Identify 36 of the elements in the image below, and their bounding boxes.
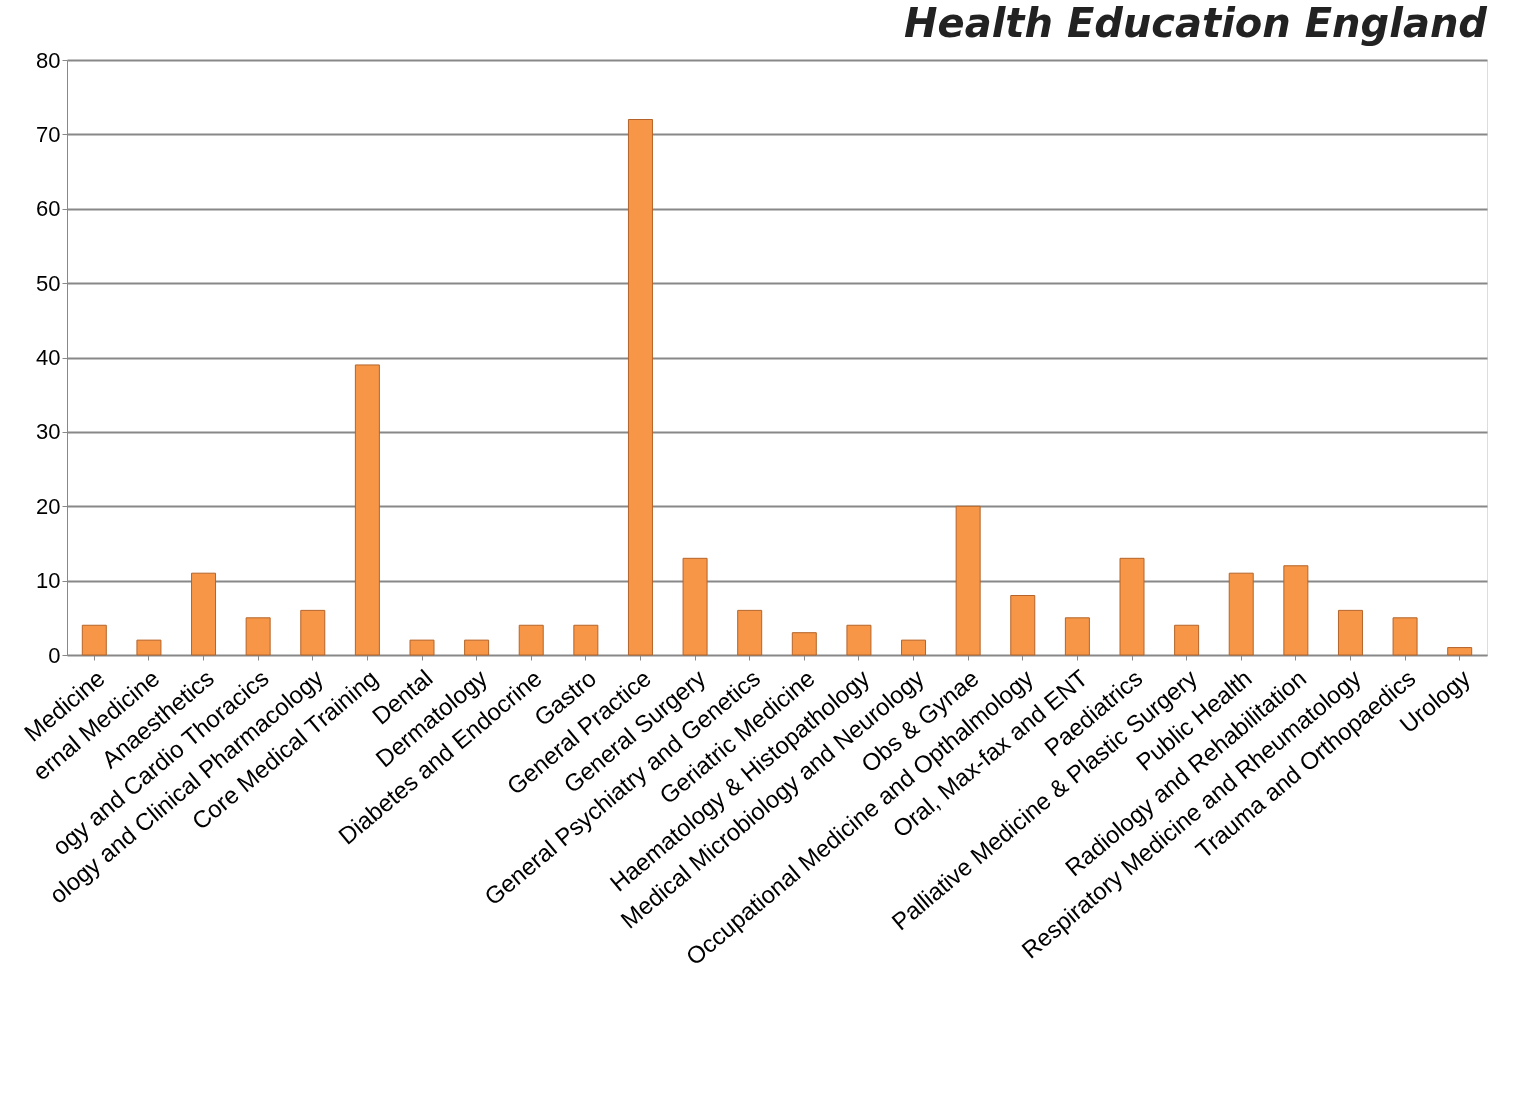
bar: [573, 624, 599, 656]
y-tick-label: 20: [36, 493, 61, 519]
y-tick-label: 80: [36, 47, 61, 73]
bar: [1228, 572, 1254, 656]
bar: [354, 364, 380, 656]
bar: [1119, 557, 1145, 656]
bar: [1010, 595, 1036, 656]
bar: [1337, 609, 1363, 656]
bar: [1064, 617, 1090, 656]
bar: [791, 632, 817, 656]
bar: [1447, 647, 1473, 656]
y-tick-label: 10: [36, 568, 61, 594]
bar: [682, 557, 708, 656]
bar: [1283, 565, 1309, 656]
bar: [81, 624, 107, 656]
chart-title: Health Education England: [904, 0, 1488, 46]
bar: [846, 624, 872, 656]
y-tick-label: 30: [36, 419, 61, 445]
bar: [901, 639, 927, 656]
y-tick-label: 0: [48, 642, 61, 668]
bar: [136, 639, 162, 656]
bar: [955, 505, 981, 656]
bar: [245, 617, 271, 656]
bar: [627, 119, 653, 656]
bar: [1392, 617, 1418, 656]
bar: [737, 609, 763, 656]
bar: [1174, 624, 1200, 656]
bar: [409, 639, 435, 656]
y-tick-label: 40: [36, 345, 61, 370]
bar: [518, 624, 544, 656]
y-tick-label: 60: [36, 196, 61, 222]
bar: [464, 639, 490, 656]
y-tick-label: 70: [36, 121, 61, 147]
y-tick-label: 50: [36, 270, 61, 296]
bar: [191, 572, 217, 656]
bar: [300, 609, 326, 656]
